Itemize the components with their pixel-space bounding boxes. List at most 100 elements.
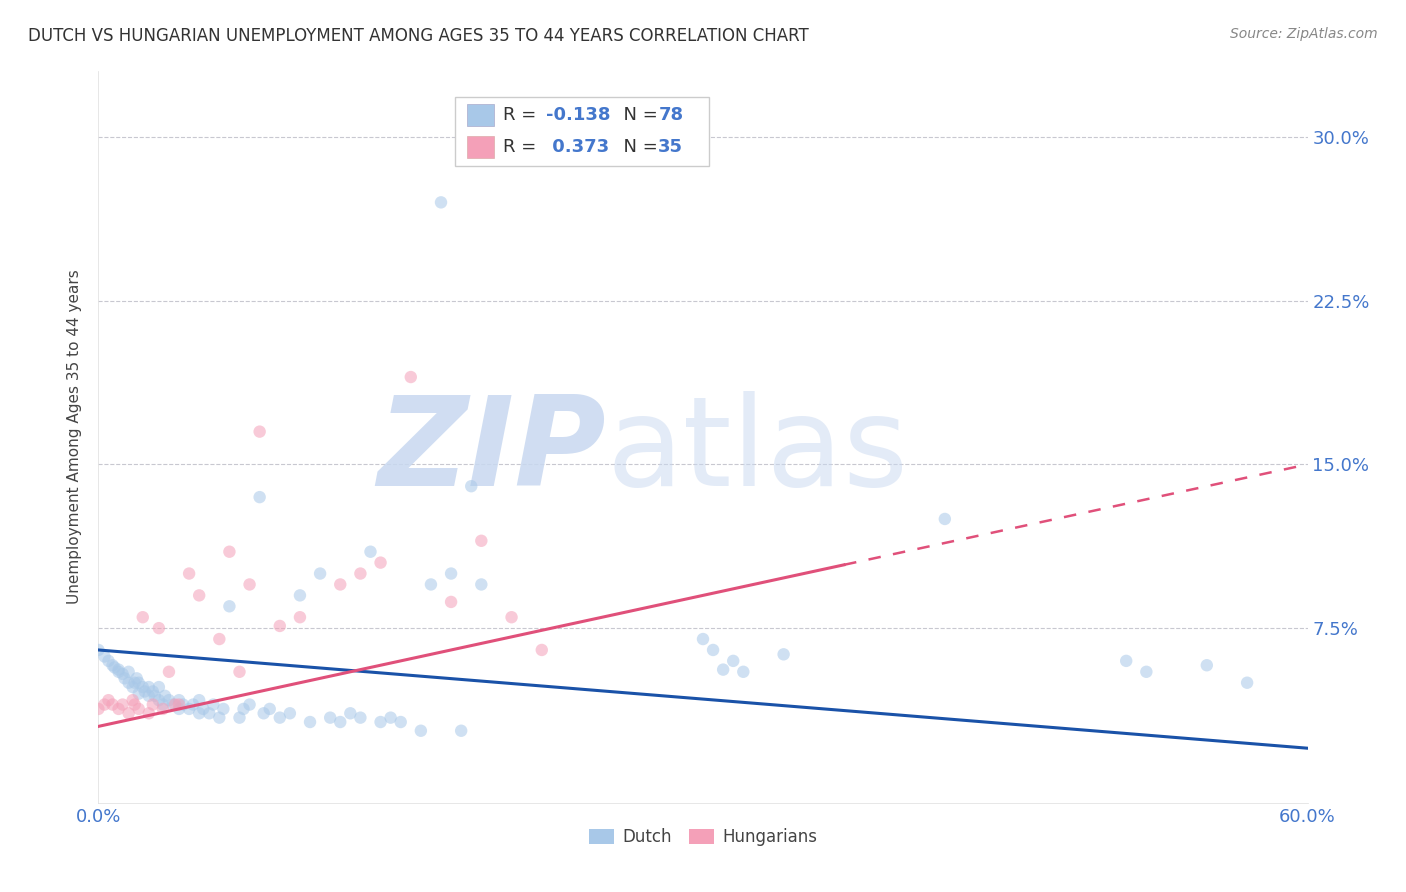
Point (470, 533, 492, 548)
Point (107, 663, 129, 677)
Point (193, 702, 215, 716)
Point (389, 714, 412, 729)
Point (501, 610, 523, 624)
Point (87, 702, 110, 716)
Point (152, 702, 174, 716)
Point (1236, 675, 1258, 690)
Point (153, 689, 176, 703)
Point (111, 698, 134, 712)
Text: atlas: atlas (606, 392, 908, 512)
Point (269, 619, 291, 633)
Point (228, 711, 250, 725)
Point (202, 698, 225, 712)
Point (440, 595, 463, 609)
Point (1115, 654, 1137, 668)
Point (125, 671, 148, 685)
Point (157, 665, 180, 679)
Point (188, 706, 211, 721)
Point (143, 689, 166, 703)
Point (460, 479, 482, 493)
Point (162, 698, 184, 712)
Point (111, 667, 134, 681)
Text: R =: R = (503, 137, 548, 156)
Point (370, 714, 392, 729)
Point (349, 566, 371, 581)
Point (121, 680, 143, 694)
Point (118, 675, 141, 690)
Point (772, 648, 794, 662)
Text: 0.373: 0.373 (546, 137, 609, 156)
Point (148, 621, 170, 635)
Legend: Dutch, Hungarians: Dutch, Hungarians (582, 822, 824, 853)
Point (188, 693, 211, 707)
Point (420, 577, 443, 591)
Text: 78: 78 (658, 106, 683, 124)
Point (692, 632, 714, 646)
Point (208, 711, 231, 725)
Point (138, 680, 160, 694)
Point (97, 654, 120, 668)
Point (167, 698, 190, 712)
Point (218, 545, 240, 559)
Point (198, 706, 221, 721)
Point (128, 675, 150, 690)
Point (114, 671, 136, 685)
Point (299, 714, 322, 729)
Point (181, 698, 204, 712)
Text: DUTCH VS HUNGARIAN UNEMPLOYMENT AMONG AGES 35 TO 44 YEARS CORRELATION CHART: DUTCH VS HUNGARIAN UNEMPLOYMENT AMONG AG… (28, 27, 808, 45)
Point (212, 702, 235, 716)
Point (329, 714, 352, 729)
Point (167, 693, 190, 707)
Text: R =: R = (503, 106, 543, 124)
Point (179, 566, 201, 581)
Point (1195, 658, 1218, 673)
Point (319, 711, 342, 725)
Text: N =: N = (613, 106, 664, 124)
Point (93, 649, 115, 664)
Point (249, 490, 271, 504)
Point (228, 665, 250, 679)
Point (208, 632, 231, 646)
Point (711, 663, 734, 677)
Point (179, 702, 201, 716)
Point (278, 706, 301, 721)
Point (142, 698, 165, 712)
Point (93, 698, 115, 712)
Point (530, 643, 553, 657)
Point (349, 711, 371, 725)
Y-axis label: Unemployment Among Ages 35 to 44 years: Unemployment Among Ages 35 to 44 years (67, 269, 83, 605)
Point (157, 693, 180, 707)
Point (249, 425, 271, 439)
Point (309, 566, 332, 581)
Point (232, 702, 254, 716)
Point (288, 610, 311, 624)
Point (733, 665, 755, 679)
Point (107, 665, 129, 679)
Text: -0.138: -0.138 (546, 106, 610, 124)
Point (188, 588, 211, 602)
Point (148, 693, 170, 707)
Point (409, 723, 432, 738)
Point (128, 687, 150, 701)
Point (172, 698, 194, 712)
Point (470, 577, 492, 591)
Bar (467, 136, 494, 158)
Text: Source: ZipAtlas.com: Source: ZipAtlas.com (1230, 27, 1378, 41)
FancyBboxPatch shape (456, 97, 709, 167)
Point (288, 588, 311, 602)
Point (138, 689, 160, 703)
Point (360, 545, 382, 559)
Point (134, 684, 156, 698)
Text: ZIP: ZIP (378, 392, 606, 512)
Point (253, 706, 276, 721)
Point (163, 698, 186, 712)
Point (148, 680, 170, 694)
Point (430, 195, 453, 210)
Point (239, 698, 262, 712)
Point (702, 643, 724, 657)
Point (269, 711, 291, 725)
Point (259, 702, 281, 716)
Point (142, 684, 165, 698)
Text: N =: N = (613, 137, 664, 156)
Point (152, 698, 174, 712)
